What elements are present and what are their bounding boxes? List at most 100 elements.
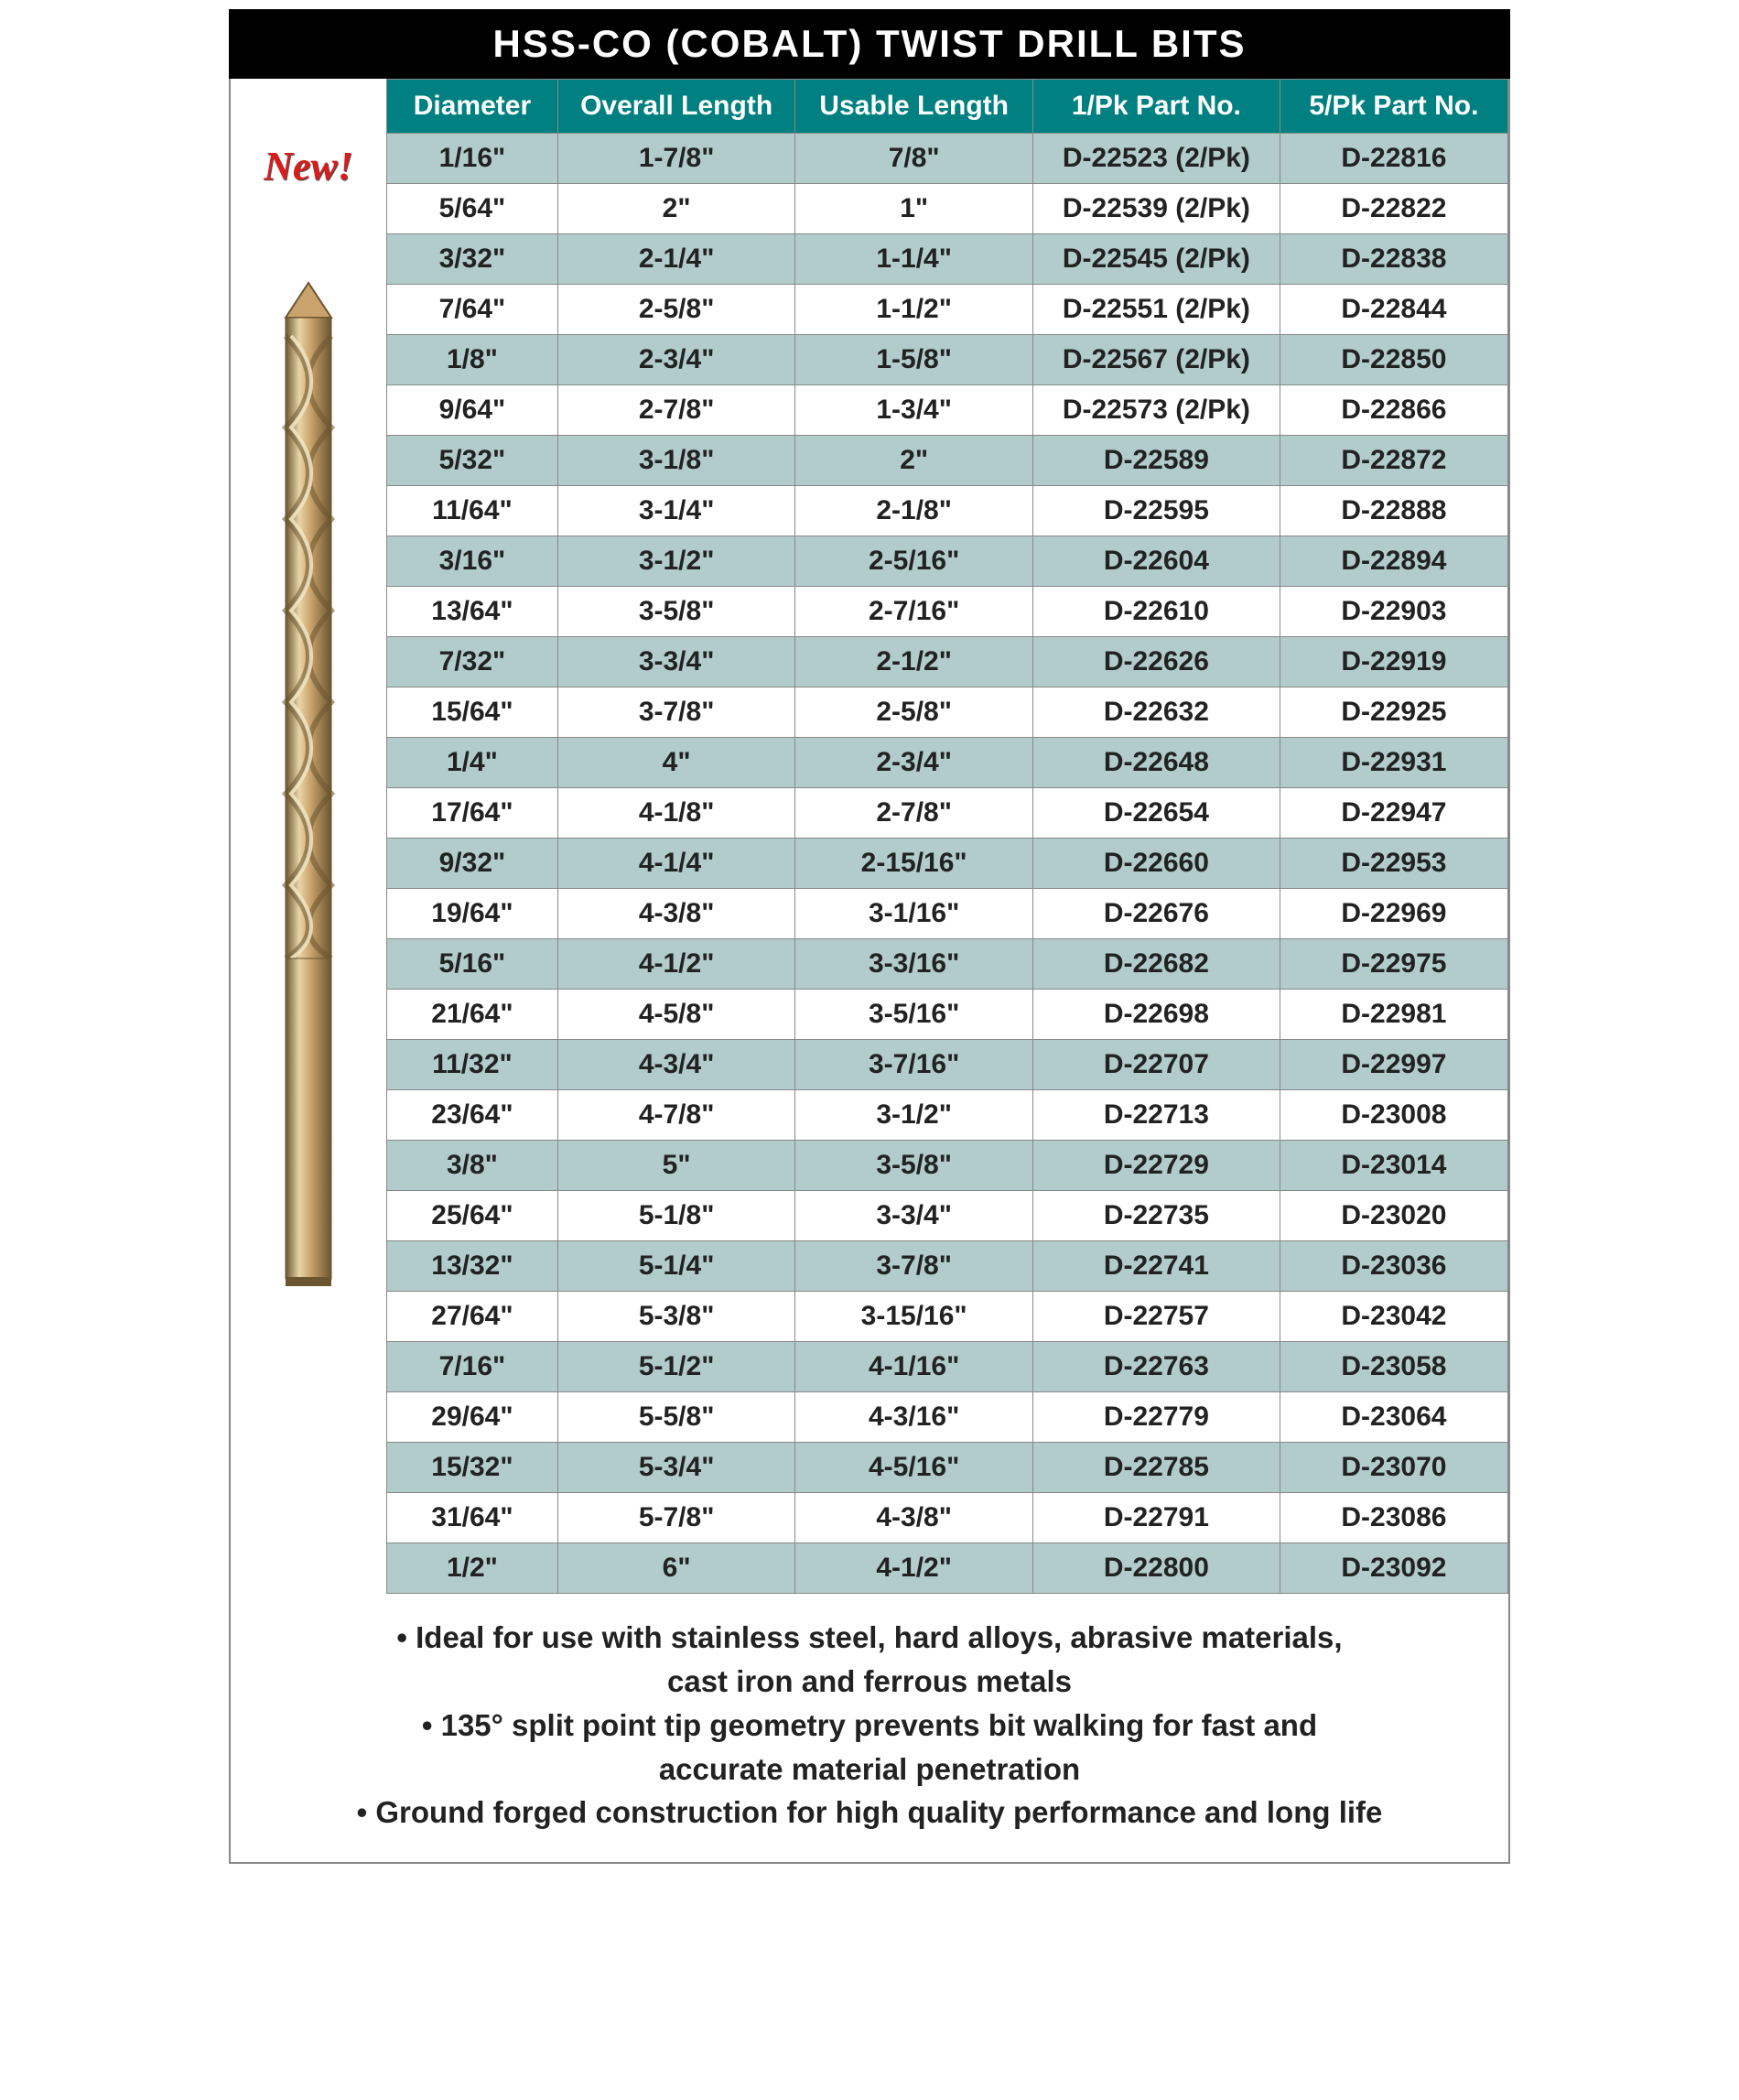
table-cell: 2-1/2" bbox=[795, 637, 1033, 687]
table-row: 5/64"2"1"D-22539 (2/Pk)D-22822 bbox=[387, 184, 1508, 234]
title-bar: HSS-CO (COBALT) TWIST DRILL BITS bbox=[229, 9, 1510, 79]
column-header: 1/Pk Part No. bbox=[1032, 80, 1280, 134]
table-cell: 9/64" bbox=[387, 385, 558, 436]
table-cell: 3-7/8" bbox=[557, 687, 795, 738]
table-cell: 13/32" bbox=[387, 1241, 558, 1292]
table-cell: 27/64" bbox=[387, 1292, 558, 1342]
table-cell: D-22816 bbox=[1280, 134, 1507, 184]
table-row: 13/64"3-5/8"2-7/16"D-22610D-22903 bbox=[387, 587, 1508, 637]
table-cell: D-22975 bbox=[1280, 939, 1507, 990]
table-row: 1/2"6"4-1/2"D-22800D-23092 bbox=[387, 1543, 1508, 1594]
table-cell: 2" bbox=[795, 436, 1033, 486]
table-cell: 3/32" bbox=[387, 234, 558, 285]
table-row: 31/64"5-7/8"4-3/8"D-22791D-23086 bbox=[387, 1493, 1508, 1543]
table-cell: D-22676 bbox=[1032, 889, 1280, 939]
table-cell: 2-3/4" bbox=[557, 335, 795, 385]
table-cell: 19/64" bbox=[387, 889, 558, 939]
table-cell: 2-15/16" bbox=[795, 839, 1033, 889]
table-row: 11/64"3-1/4"2-1/8"D-22595D-22888 bbox=[387, 486, 1508, 536]
table-cell: 2-7/16" bbox=[795, 587, 1033, 637]
table-cell: D-22969 bbox=[1280, 889, 1507, 939]
table-cell: 5/32" bbox=[387, 436, 558, 486]
bullet-line: • 135° split point tip geometry prevents… bbox=[267, 1704, 1472, 1748]
table-cell: 1-3/4" bbox=[795, 385, 1033, 436]
table-cell: D-23064 bbox=[1280, 1392, 1507, 1443]
bullet-line: accurate material penetration bbox=[267, 1748, 1472, 1791]
table-cell: D-22931 bbox=[1280, 738, 1507, 788]
table-cell: 5/16" bbox=[387, 939, 558, 990]
table-row: 1/8"2-3/4"1-5/8"D-22567 (2/Pk)D-22850 bbox=[387, 335, 1508, 385]
page-title: HSS-CO (COBALT) TWIST DRILL BITS bbox=[492, 22, 1246, 65]
table-row: 17/64"4-1/8"2-7/8"D-22654D-22947 bbox=[387, 788, 1508, 839]
table-cell: D-22707 bbox=[1032, 1040, 1280, 1090]
table-cell: 4-5/16" bbox=[795, 1443, 1033, 1493]
table-cell: 3-7/8" bbox=[795, 1241, 1033, 1292]
table-cell: 4-1/2" bbox=[795, 1543, 1033, 1594]
table-cell: D-22919 bbox=[1280, 637, 1507, 687]
table-cell: 25/64" bbox=[387, 1191, 558, 1241]
table-cell: D-22551 (2/Pk) bbox=[1032, 285, 1280, 335]
table-cell: 3-15/16" bbox=[795, 1292, 1033, 1342]
table-cell: 3-1/16" bbox=[795, 889, 1033, 939]
table-cell: D-23036 bbox=[1280, 1241, 1507, 1292]
table-cell: 21/64" bbox=[387, 990, 558, 1040]
column-header: Overall Length bbox=[557, 80, 795, 134]
table-cell: D-22844 bbox=[1280, 285, 1507, 335]
table-cell: 5-1/4" bbox=[557, 1241, 795, 1292]
content-wrap: New! bbox=[229, 79, 1510, 1864]
table-row: 29/64"5-5/8"4-3/16"D-22779D-23064 bbox=[387, 1392, 1508, 1443]
table-cell: D-23092 bbox=[1280, 1543, 1507, 1594]
table-cell: D-22888 bbox=[1280, 486, 1507, 536]
table-cell: 2-5/8" bbox=[795, 687, 1033, 738]
table-row: 25/64"5-1/8"3-3/4"D-22735D-23020 bbox=[387, 1191, 1508, 1241]
bullet-line: • Ground forged construction for high qu… bbox=[267, 1791, 1472, 1835]
table-cell: D-22595 bbox=[1032, 486, 1280, 536]
table-cell: 7/32" bbox=[387, 637, 558, 687]
table-cell: 4-3/4" bbox=[557, 1040, 795, 1090]
table-cell: 3-1/8" bbox=[557, 436, 795, 486]
bullet-line: • Ideal for use with stainless steel, ha… bbox=[267, 1616, 1472, 1660]
table-cell: 1/2" bbox=[387, 1543, 558, 1594]
table-cell: 5-1/2" bbox=[557, 1342, 795, 1392]
table-row: 3/16"3-1/2"2-5/16"D-22604D-22894 bbox=[387, 536, 1508, 587]
table-cell: 2-7/8" bbox=[795, 788, 1033, 839]
table-cell: D-23042 bbox=[1280, 1292, 1507, 1342]
drill-bits-table: DiameterOverall LengthUsable Length1/Pk … bbox=[386, 79, 1508, 1594]
table-cell: D-22925 bbox=[1280, 687, 1507, 738]
table-cell: 4-5/8" bbox=[557, 990, 795, 1040]
table-cell: D-22997 bbox=[1280, 1040, 1507, 1090]
table-cell: 3-3/16" bbox=[795, 939, 1033, 990]
table-cell: D-22981 bbox=[1280, 990, 1507, 1040]
table-cell: 3-7/16" bbox=[795, 1040, 1033, 1090]
table-cell: D-22713 bbox=[1032, 1090, 1280, 1141]
table-cell: 2" bbox=[557, 184, 795, 234]
table-cell: 11/64" bbox=[387, 486, 558, 536]
table-cell: D-23058 bbox=[1280, 1342, 1507, 1392]
table-row: 21/64"4-5/8"3-5/16"D-22698D-22981 bbox=[387, 990, 1508, 1040]
column-header: 5/Pk Part No. bbox=[1280, 80, 1507, 134]
table-cell: D-22735 bbox=[1032, 1191, 1280, 1241]
table-row: 9/32"4-1/4"2-15/16"D-22660D-22953 bbox=[387, 839, 1508, 889]
table-row: 7/64"2-5/8"1-1/2"D-22551 (2/Pk)D-22844 bbox=[387, 285, 1508, 335]
table-cell: 1/4" bbox=[387, 738, 558, 788]
table-cell: 5-3/8" bbox=[557, 1292, 795, 1342]
table-cell: D-22545 (2/Pk) bbox=[1032, 234, 1280, 285]
main-row: New! bbox=[231, 79, 1508, 1594]
table-cell: 3-3/4" bbox=[795, 1191, 1033, 1241]
table-cell: 4-1/2" bbox=[557, 939, 795, 990]
table-cell: D-23070 bbox=[1280, 1443, 1507, 1493]
table-cell: 5-1/8" bbox=[557, 1191, 795, 1241]
table-cell: 4-1/4" bbox=[557, 839, 795, 889]
table-cell: 1-1/2" bbox=[795, 285, 1033, 335]
table-row: 23/64"4-7/8"3-1/2"D-22713D-23008 bbox=[387, 1090, 1508, 1141]
table-cell: 2-5/16" bbox=[795, 536, 1033, 587]
table-row: 9/64"2-7/8"1-3/4"D-22573 (2/Pk)D-22866 bbox=[387, 385, 1508, 436]
table-cell: D-22648 bbox=[1032, 738, 1280, 788]
table-cell: D-22800 bbox=[1032, 1543, 1280, 1594]
table-cell: 1-1/4" bbox=[795, 234, 1033, 285]
bullet-list: • Ideal for use with stainless steel, ha… bbox=[231, 1594, 1508, 1862]
table-cell: D-22872 bbox=[1280, 436, 1507, 486]
table-cell: 6" bbox=[557, 1543, 795, 1594]
table-cell: D-22654 bbox=[1032, 788, 1280, 839]
table-cell: D-22567 (2/Pk) bbox=[1032, 335, 1280, 385]
